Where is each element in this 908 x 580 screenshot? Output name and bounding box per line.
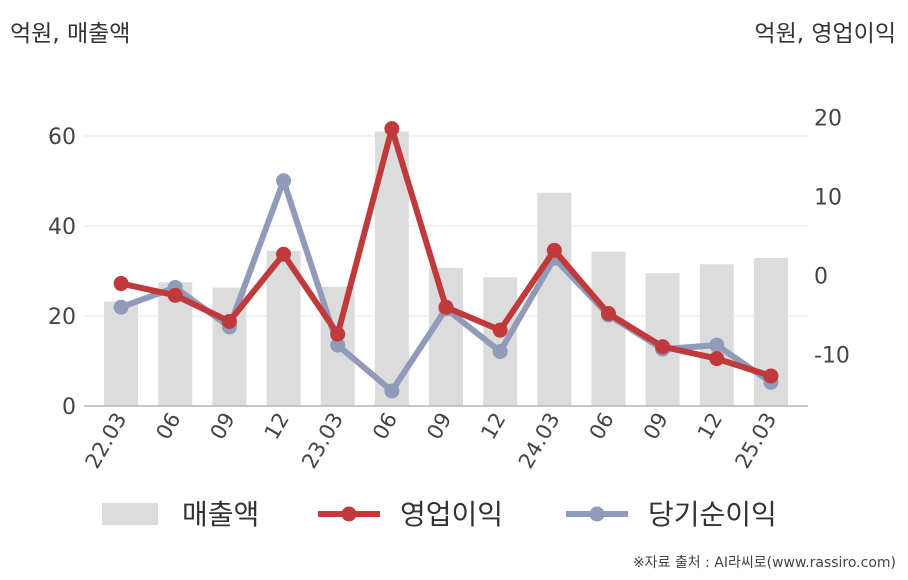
right-axis-unit-label: 억원, 영업이익 — [754, 21, 896, 47]
operating-profit-point — [600, 306, 616, 322]
net-income-point — [276, 173, 292, 189]
x-tick-label: 12 — [260, 409, 294, 444]
operating-profit-point — [655, 339, 671, 355]
revenue-bar — [537, 192, 572, 406]
revenue-bar — [699, 264, 734, 406]
revenue-bar — [591, 251, 626, 406]
legend-marker-operating-profit — [341, 506, 357, 522]
profit-lines — [113, 121, 779, 399]
legend-label: 매출액 — [182, 498, 259, 531]
operating-profit-point — [113, 276, 129, 292]
right-tick-label: 10 — [814, 186, 842, 211]
right-axis-ticks: -10 0 10 20 — [814, 107, 850, 369]
net-income-point — [330, 337, 346, 353]
net-income-point — [384, 383, 400, 399]
x-tick-label: 06 — [585, 409, 619, 444]
x-tick-label: 23.03 — [297, 409, 348, 473]
x-axis-ticks: 22.03 06 09 12 23.03 06 09 12 24.03 06 09 12 25.03 — [81, 408, 782, 472]
x-tick-label: 22.03 — [81, 409, 132, 473]
operating-profit-point — [763, 368, 779, 384]
revenue-bar — [429, 267, 463, 406]
x-tick-label: 12 — [476, 408, 510, 443]
x-tick-label: 09 — [422, 409, 456, 444]
legend-marker-net-income — [589, 506, 605, 522]
left-tick-label: 60 — [48, 125, 76, 150]
operating-profit-point — [438, 299, 454, 315]
net-income-point — [113, 299, 129, 315]
x-tick-label: 06 — [368, 409, 402, 444]
legend: 매출액 영업이익 당기순이익 — [102, 498, 777, 531]
source-note: ※자료 출처 : AI라씨로(www.rassiro.com) — [632, 555, 896, 571]
left-tick-label: 40 — [48, 215, 76, 240]
net-income-point — [709, 337, 725, 353]
legend-label: 영업이익 — [400, 498, 503, 531]
right-tick-label: 0 — [814, 265, 828, 290]
operating-profit-point — [221, 313, 237, 329]
operating-profit-point — [709, 351, 725, 367]
x-tick-label: 24.03 — [514, 409, 565, 473]
legend-label: 당기순이익 — [648, 498, 777, 531]
left-tick-label: 0 — [62, 395, 76, 420]
operating-profit-point — [384, 121, 400, 137]
revenue-bar — [104, 301, 139, 406]
x-tick-label: 09 — [639, 409, 673, 444]
operating-profit-point — [492, 322, 508, 338]
left-axis-ticks: 0 20 40 60 — [48, 125, 76, 420]
x-tick-label: 06 — [151, 409, 185, 444]
revenue-bar — [266, 250, 301, 406]
right-tick-label: -10 — [814, 344, 850, 369]
legend-swatch-revenue — [102, 503, 158, 525]
net-income-point — [492, 343, 508, 359]
left-tick-label: 20 — [48, 305, 76, 330]
operating-profit-point — [546, 242, 562, 258]
x-tick-label: 09 — [206, 409, 240, 444]
operating-profit-point — [330, 326, 346, 342]
right-tick-label: 20 — [814, 107, 842, 132]
revenue-bars — [104, 131, 788, 406]
operating-profit-point — [276, 246, 292, 262]
x-tick-label: 25.03 — [730, 409, 781, 473]
operating-profit-point — [167, 287, 183, 303]
left-axis-unit-label: 억원, 매출액 — [10, 21, 131, 47]
x-tick-label: 12 — [693, 409, 727, 444]
